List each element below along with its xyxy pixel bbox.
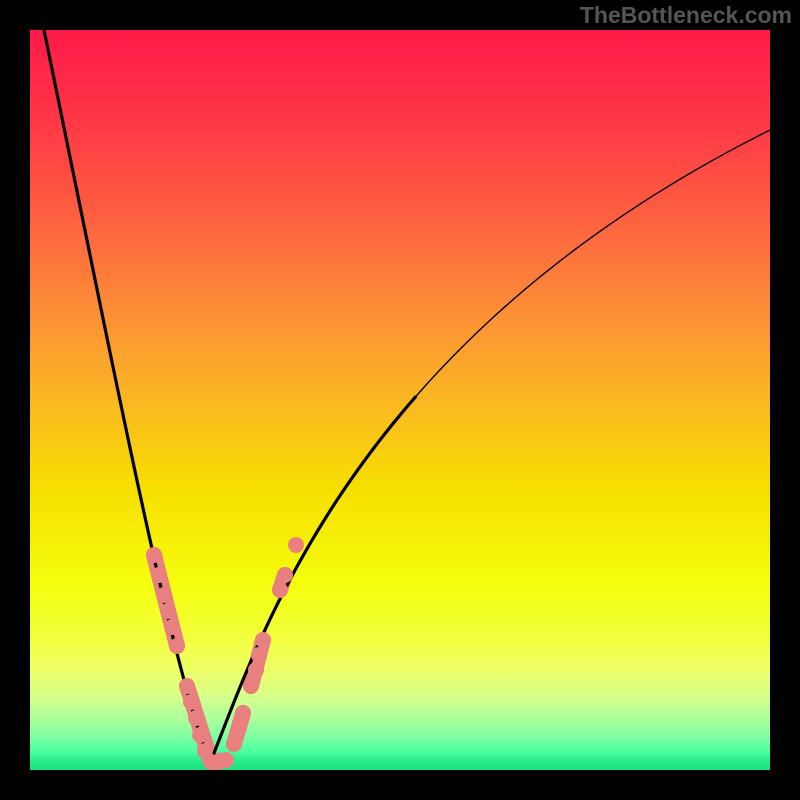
marker-dot — [160, 603, 176, 619]
marker-dot — [164, 619, 180, 635]
marker-dot — [192, 727, 208, 743]
marker-dot — [255, 632, 271, 648]
marker-dot — [277, 567, 293, 583]
marker-dot — [169, 638, 185, 654]
marker-dot — [218, 752, 234, 768]
marker-dot — [183, 694, 199, 710]
watermark-text: TheBottleneck.com — [580, 2, 792, 29]
marker-dot — [243, 678, 259, 694]
marker-dot — [251, 647, 267, 663]
marker-dot — [188, 710, 204, 726]
chart-svg — [0, 0, 800, 800]
marker-dot — [179, 678, 195, 694]
chart-container: TheBottleneck.com — [0, 0, 800, 800]
marker-dot — [288, 537, 304, 553]
marker-dot — [235, 705, 251, 721]
marker-dot — [226, 736, 242, 752]
marker-dot — [248, 662, 264, 678]
marker-dot — [146, 547, 162, 563]
marker-dot — [156, 587, 172, 603]
marker-dot — [151, 567, 167, 583]
marker-dot — [272, 582, 288, 598]
marker-dot — [231, 720, 247, 736]
plot-background-gradient — [30, 30, 770, 770]
